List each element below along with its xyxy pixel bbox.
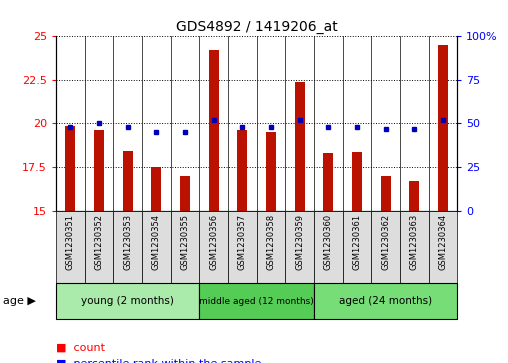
Text: age ▶: age ▶ [3, 296, 36, 306]
Bar [342, 211, 371, 283]
Bar [142, 211, 171, 283]
Bar [199, 283, 314, 319]
Bar [56, 211, 84, 283]
Text: GSM1230355: GSM1230355 [180, 214, 189, 270]
Text: GSM1230364: GSM1230364 [438, 214, 448, 270]
Bar [266, 132, 276, 211]
Bar [323, 153, 333, 211]
Text: GSM1230351: GSM1230351 [66, 214, 75, 270]
Text: young (2 months): young (2 months) [81, 296, 174, 306]
Text: GSM1230359: GSM1230359 [295, 214, 304, 270]
Bar [257, 211, 285, 283]
Text: GSM1230361: GSM1230361 [353, 214, 361, 270]
Bar [84, 211, 113, 283]
Text: GSM1230357: GSM1230357 [238, 214, 247, 270]
Bar [352, 152, 362, 211]
Bar [208, 50, 218, 211]
Bar [380, 176, 391, 211]
Bar [409, 181, 419, 211]
Bar [180, 176, 190, 211]
Bar [285, 211, 314, 283]
Bar [314, 211, 342, 283]
Text: GSM1230362: GSM1230362 [381, 214, 390, 270]
Text: aged (24 months): aged (24 months) [339, 296, 432, 306]
Bar [314, 283, 457, 319]
Bar [56, 283, 199, 319]
Text: GSM1230360: GSM1230360 [324, 214, 333, 270]
Title: GDS4892 / 1419206_at: GDS4892 / 1419206_at [176, 20, 337, 34]
Text: GSM1230363: GSM1230363 [409, 214, 419, 270]
Bar [151, 167, 161, 211]
Text: GSM1230353: GSM1230353 [123, 214, 132, 270]
Text: GSM1230354: GSM1230354 [152, 214, 161, 270]
Bar [295, 82, 305, 211]
Text: GSM1230356: GSM1230356 [209, 214, 218, 270]
Bar [171, 211, 199, 283]
Bar [429, 211, 457, 283]
Bar [199, 211, 228, 283]
Text: middle aged (12 months): middle aged (12 months) [199, 297, 314, 306]
Bar [371, 211, 400, 283]
Text: GSM1230352: GSM1230352 [94, 214, 104, 270]
Bar [438, 45, 448, 211]
Bar [237, 130, 247, 211]
Bar [65, 126, 75, 211]
Text: GSM1230358: GSM1230358 [266, 214, 275, 270]
Text: ■  count: ■ count [56, 343, 105, 353]
Bar [228, 211, 257, 283]
Bar [94, 130, 104, 211]
Bar [113, 211, 142, 283]
Bar [122, 151, 133, 211]
Bar [400, 211, 429, 283]
Text: ■  percentile rank within the sample: ■ percentile rank within the sample [56, 359, 261, 363]
